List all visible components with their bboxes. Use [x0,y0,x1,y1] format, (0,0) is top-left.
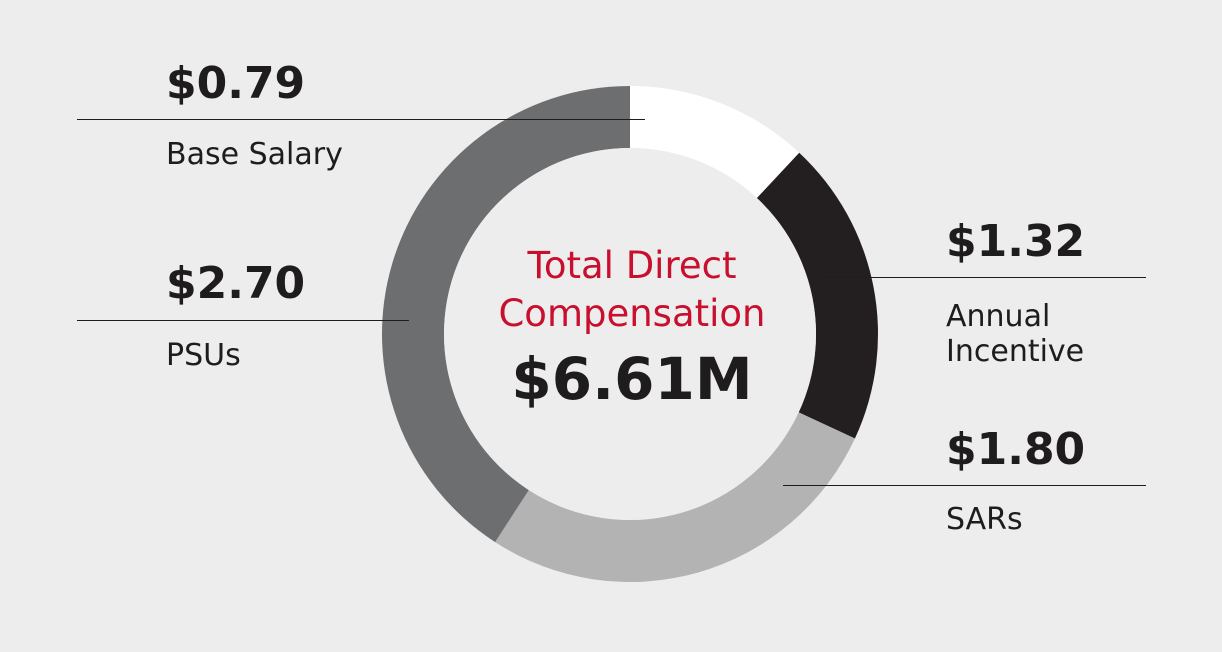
slice-base-salary [630,86,800,199]
sars-value: $1.80 [946,424,1086,475]
center-title-line-1: Total Direct [527,244,737,287]
annual-incentive-label-line-2: Incentive [946,334,1085,369]
center-title: Total Direct Compensation [432,242,832,338]
slice-annual-incentive [756,152,878,439]
slice-sars [495,412,855,582]
annual-incentive-leader-line [826,277,1146,278]
center-title-line-2: Compensation [498,292,766,335]
psus-leader-line [77,320,409,321]
slice-psus [382,86,630,543]
psus-label: PSUs [166,338,241,373]
psus-value: $2.70 [166,258,306,309]
annual-incentive-label-line-1: Annual [946,299,1051,334]
donut-hole [444,148,816,520]
base-salary-leader-line [77,119,645,120]
annual-incentive-value: $1.32 [946,216,1086,267]
base-salary-value: $0.79 [166,58,306,109]
sars-leader-line [783,485,1146,486]
base-salary-label: Base Salary [166,137,343,172]
center-total-value: $6.61M [511,345,753,413]
sars-label: SARs [946,502,1023,537]
